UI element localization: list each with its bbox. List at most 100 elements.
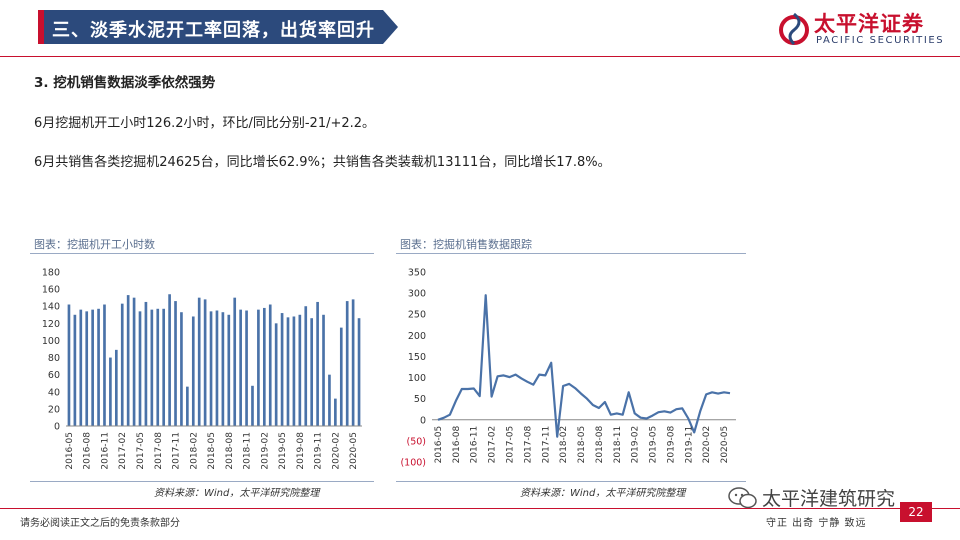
paragraph-1: 6月挖掘机开工小时126.2小时，环比/同比分别-21/+2.2。 — [34, 116, 376, 131]
y-tick-label: 180 — [42, 268, 60, 279]
x-tick-label: 2017-02 — [118, 432, 128, 470]
banner-shape — [38, 10, 398, 44]
right-chart-title: 图表：挖掘机销售数据跟踪 — [400, 238, 532, 251]
bar — [73, 314, 77, 426]
watermark-text: 太平洋建筑研究 — [762, 488, 896, 510]
logo-cn-text: 太平洋证券 — [814, 12, 924, 36]
bar — [132, 297, 136, 426]
y-tick-label: 100 — [408, 373, 426, 384]
paragraph-2: 6月共销售各类挖掘机24625台，同比增长62.9%；共销售各类装载机13111… — [34, 155, 611, 170]
y-tick-label: 150 — [408, 352, 426, 363]
x-tick-label: 2017-05 — [506, 426, 516, 464]
left-bar-chart: 0 20 40 60 80 100 120 140 160 180 2016-05 2016-08 20… — [42, 268, 362, 470]
y-tick-label: 60 — [48, 370, 60, 381]
bar — [162, 308, 166, 426]
y-tick-label: 40 — [48, 387, 60, 398]
x-tick-label: 2019-08 — [296, 432, 306, 470]
y-tick-label: 250 — [408, 310, 426, 321]
bar — [215, 310, 219, 426]
right-chart-bottom-rule — [396, 481, 746, 482]
x-tick-label: 2018-02 — [559, 426, 569, 464]
x-tick-label: 2018-08 — [595, 426, 605, 464]
x-tick-label: 2017-11 — [541, 426, 551, 464]
company-logo: 太平洋证券 PACIFIC SECURITIES — [778, 8, 958, 50]
y-tick-label: 350 — [408, 268, 426, 279]
y-tick-label: 100 — [42, 336, 60, 347]
x-tick-label: 2017-11 — [172, 432, 182, 470]
bar — [209, 311, 213, 426]
x-tick-label: 2019-11 — [314, 432, 324, 470]
bar — [286, 317, 290, 426]
x-tick-label: 2018-11 — [243, 432, 253, 470]
bar — [351, 299, 355, 426]
x-tick-label: 2018-02 — [189, 432, 199, 470]
x-tick-label: 2019-08 — [666, 426, 676, 464]
right-line-chart: (100) (50) 0 50 100 150 200 250 300 350 2016-05 201… — [400, 268, 736, 469]
bar — [203, 299, 207, 426]
bar — [357, 318, 361, 426]
wechat-icon — [728, 487, 757, 509]
bar — [345, 301, 349, 426]
x-tick-label: 2016-08 — [452, 426, 462, 464]
x-tick-label: 2020-02 — [702, 426, 712, 464]
y-tick-label: 140 — [42, 302, 60, 313]
bar — [280, 313, 284, 426]
y-tick-label: 50 — [414, 394, 426, 405]
section-heading: 3. 挖机销售数据淡季依然强势 — [34, 75, 216, 91]
motto-text: 守正 出奇 宁静 致远 — [766, 518, 867, 529]
bar — [316, 301, 319, 426]
x-tick-label: 2018-08 — [225, 432, 235, 470]
bar — [227, 314, 231, 426]
y-tick-label: (100) — [400, 458, 426, 469]
x-tick-label: 2019-05 — [649, 426, 659, 464]
bar — [298, 314, 302, 426]
bar — [97, 308, 100, 426]
bar — [114, 349, 118, 426]
left-chart-bottom-rule — [30, 481, 374, 482]
left-chart-top-rule — [30, 253, 374, 254]
bar — [257, 309, 260, 426]
bar — [85, 311, 89, 426]
logo-mark-icon — [779, 12, 809, 46]
page-number: 22 — [900, 502, 932, 522]
bar — [67, 304, 71, 426]
bar — [262, 307, 266, 426]
y-tick-label: 200 — [408, 331, 426, 342]
bar — [292, 316, 296, 426]
bar — [322, 314, 325, 426]
bar — [251, 385, 254, 426]
bar — [120, 303, 124, 426]
bar — [239, 309, 242, 426]
bar — [191, 316, 195, 426]
y-tick-label: 80 — [48, 353, 60, 364]
bar — [310, 318, 314, 426]
x-tick-label: 2018-05 — [207, 432, 217, 470]
top-rule — [0, 56, 960, 57]
x-tick-label: 2019-05 — [278, 432, 288, 470]
series-line — [437, 294, 731, 438]
right-chart-source: 资料来源：Wind，太平洋研究院整理 — [520, 488, 686, 499]
bar — [197, 297, 201, 426]
bar — [274, 323, 278, 426]
bar — [91, 309, 94, 426]
footer-rule — [0, 508, 960, 509]
left-chart-title: 图表：挖掘机开工小时数 — [34, 238, 155, 251]
bar — [150, 309, 154, 426]
x-tick-label: 2017-02 — [488, 426, 498, 464]
bar — [126, 295, 130, 426]
x-tick-label: 2016-11 — [470, 426, 480, 464]
page-title: 三、淡季水泥开工率回落，出货率回升 — [52, 20, 375, 41]
logo-en-text: PACIFIC SECURITIES — [816, 35, 945, 46]
bar — [339, 327, 343, 426]
x-tick-label: 2016-05 — [65, 432, 75, 470]
bar — [186, 386, 189, 426]
y-tick-label: 0 — [54, 422, 60, 433]
x-tick-label: 2016-08 — [83, 432, 93, 470]
bar — [245, 310, 248, 426]
x-tick-label: 2020-02 — [331, 432, 341, 470]
x-tick-label: 2019-11 — [684, 426, 694, 464]
y-tick-label: 120 — [42, 319, 60, 330]
bar — [174, 301, 177, 426]
x-tick-label: 2020-05 — [349, 432, 359, 470]
header-banner: 三、淡季水泥开工率回落，出货率回升 — [38, 10, 398, 44]
